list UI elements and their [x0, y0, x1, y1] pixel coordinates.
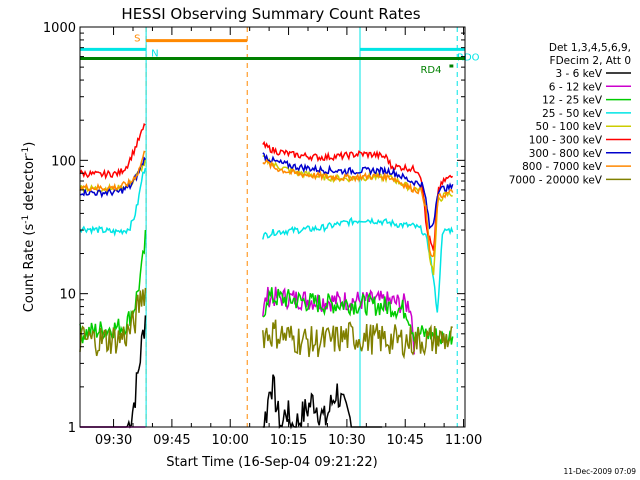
y-tick-label: 10: [59, 288, 76, 303]
flag-label-rdo: RDO: [457, 52, 480, 63]
series-12-25-kev-segment-2: [262, 287, 454, 347]
legend-label-7000-20000-kev: 7000 - 20000 keV: [509, 174, 603, 186]
legend-item-25-50-kev: 25 - 50 keV: [542, 108, 631, 120]
legend-label-100-300-kev: 100 - 300 keV: [529, 135, 603, 147]
flag-label-s: S: [134, 34, 140, 45]
x-axis: 09:30 09:45 10:00 10:15 10:30 10:45 11:00: [95, 27, 482, 448]
x-tick-label: 10:45: [386, 433, 423, 448]
y-axis-title-main: Count Rate (s: [22, 224, 37, 313]
x-axis-title: Start Time (16-Sep-04 09:21:22): [166, 455, 377, 470]
legend-item-3-6-kev: 3 - 6 keV: [555, 68, 631, 80]
series-300-800-kev-segment-2: [262, 152, 454, 230]
series-100-300-kev: [79, 122, 454, 251]
y-axis-title: Count Rate (s-1 detector-1): [21, 142, 37, 313]
legend-label-800-7000-kev: 800 - 7000 keV: [522, 161, 603, 173]
legend-label-25-50-kev: 25 - 50 keV: [542, 108, 603, 120]
legend-item-50-100-kev: 50 - 100 keV: [535, 121, 631, 133]
y-axis-title-exponent-1: -1: [21, 215, 31, 224]
series-25-50-kev-segment-2: [262, 216, 454, 313]
series-800-7000-kev-segment-1: [79, 150, 146, 192]
y-tick-label: 1: [68, 421, 76, 436]
x-tick-label: 10:15: [270, 433, 307, 448]
y-axis-title-end: ): [22, 142, 37, 147]
x-tick-label: 09:30: [95, 433, 132, 448]
generation-timestamp: 11-Dec-2009 07:09: [563, 467, 636, 476]
flag-label-rd4: RD4: [420, 65, 441, 76]
x-tick-label: 11:00: [445, 433, 482, 448]
y-axis: 1 10 100 1000: [43, 21, 465, 436]
chart-title: HESSI Observing Summary Count Rates: [121, 5, 420, 23]
series-800-7000-kev: [79, 150, 454, 258]
legend-header-line-2: FDecim 2, Att 0: [550, 55, 631, 67]
legend-label-6-12-kev: 6 - 12 keV: [549, 81, 603, 93]
y-axis-title-exponent-2: -1: [21, 147, 31, 156]
x-tick-label: 10:00: [211, 433, 248, 448]
legend-item-100-300-kev: 100 - 300 keV: [529, 135, 631, 147]
legend: Det 1,3,4,5,6,9, FDecim 2, Att 0 3 - 6 k…: [509, 42, 631, 186]
x-tick-label: 10:30: [328, 433, 365, 448]
series-25-50-kev-segment-1: [79, 167, 147, 237]
plot-frame: [79, 26, 466, 428]
legend-item-300-800-kev: 300 - 800 keV: [529, 148, 631, 160]
series-7000-20000-kev-segment-1: [79, 287, 147, 357]
flag-label-n: N: [151, 48, 158, 59]
legend-label-3-6-kev: 3 - 6 keV: [555, 68, 602, 80]
series-7000-20000-kev: [79, 287, 453, 360]
x-tick-label: 09:45: [153, 433, 190, 448]
y-axis-title-detector: detector: [22, 155, 37, 215]
series-100-300-kev-segment-1: [79, 122, 146, 181]
legend-header-line-1: Det 1,3,4,5,6,9,: [549, 42, 631, 54]
series-6-12-kev-segment-2: [262, 286, 415, 355]
legend-label-12-25-kev: 12 - 25 keV: [542, 95, 603, 107]
series-25-50-kev: [79, 167, 454, 313]
legend-label-50-100-kev: 50 - 100 keV: [535, 121, 602, 133]
series-7000-20000-kev-segment-2: [262, 319, 453, 360]
legend-item-12-25-kev: 12 - 25 keV: [542, 95, 631, 107]
legend-item-7000-20000-kev: 7000 - 20000 keV: [509, 174, 631, 186]
legend-label-300-800-kev: 300 - 800 keV: [529, 148, 603, 160]
legend-item-6-12-kev: 6 - 12 keV: [549, 81, 631, 93]
series-100-300-kev-segment-2: [262, 140, 454, 251]
series-800-7000-kev-segment-2: [262, 158, 454, 258]
y-tick-label: 100: [51, 154, 76, 169]
legend-item-800-7000-kev: 800 - 7000 keV: [522, 161, 631, 173]
y-tick-label: 1000: [43, 21, 76, 36]
